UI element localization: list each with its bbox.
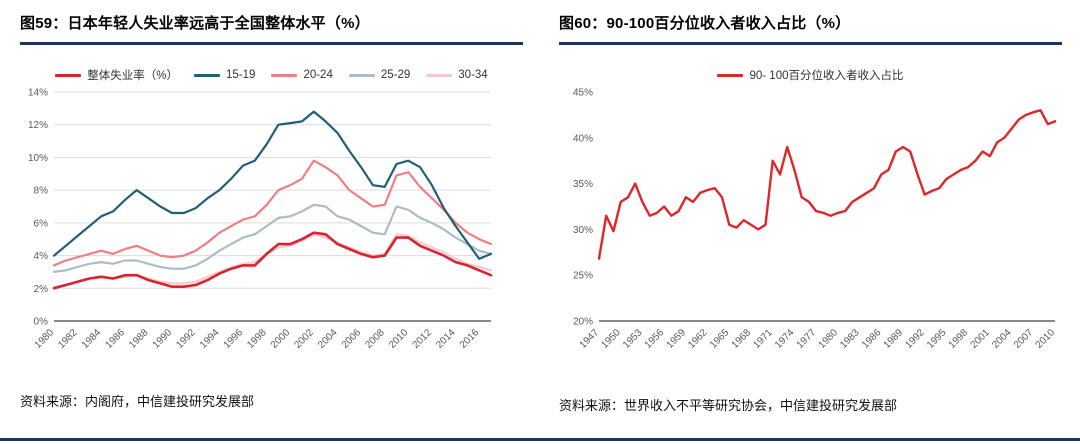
svg-text:1989: 1989 [882, 327, 906, 351]
legend-label: 90- 100百分位收入者收入占比 [749, 70, 904, 82]
source-note: 资料来源：内阁府，中信建投研究发展部 [20, 394, 255, 409]
svg-text:1992: 1992 [903, 327, 927, 351]
chart-panel-right: 图60：90-100百分位收入者收入占比（%） 90- 100百分位收入者收入占… [559, 12, 1062, 444]
legend-item: 30-34 [426, 69, 488, 81]
svg-text:1995: 1995 [925, 327, 949, 351]
svg-text:2004: 2004 [990, 327, 1014, 351]
svg-text:1988: 1988 [127, 327, 151, 351]
svg-text:1980: 1980 [817, 327, 841, 351]
svg-text:0%: 0% [34, 317, 49, 328]
svg-text:1959: 1959 [665, 327, 689, 351]
svg-text:2002: 2002 [292, 327, 316, 351]
svg-text:2000: 2000 [269, 327, 293, 351]
legend-label: 30-34 [458, 69, 488, 81]
legend-label: 整体失业率（%） [87, 70, 179, 82]
chart-legend: 90- 100百分位收入者收入占比 [559, 67, 1062, 83]
svg-text:8%: 8% [34, 186, 49, 197]
legend-item: 90- 100百分位收入者收入占比 [717, 67, 904, 83]
legend-item: 20-24 [271, 69, 333, 81]
svg-text:2007: 2007 [1012, 327, 1036, 351]
svg-text:25%: 25% [573, 271, 593, 282]
svg-text:2%: 2% [34, 284, 49, 295]
svg-text:10%: 10% [28, 153, 48, 164]
svg-text:40%: 40% [573, 133, 593, 144]
svg-text:4%: 4% [34, 251, 49, 262]
svg-text:1974: 1974 [773, 327, 797, 351]
svg-text:45%: 45% [573, 88, 593, 99]
legend-item: 整体失业率（%） [55, 67, 178, 83]
svg-text:1982: 1982 [56, 327, 80, 351]
svg-text:20%: 20% [573, 317, 593, 328]
svg-text:2001: 2001 [969, 327, 993, 351]
svg-text:1953: 1953 [621, 327, 645, 351]
legend-label: 20-24 [303, 69, 333, 81]
svg-text:2008: 2008 [363, 327, 387, 351]
svg-text:1984: 1984 [80, 327, 104, 351]
chart-panel-left: 图59：日本年轻人失业率远高于全国整体水平（%） 整体失业率（%） 15-19 20… [20, 12, 523, 444]
legend-line-swatch [55, 73, 82, 77]
svg-text:2014: 2014 [434, 327, 458, 351]
svg-text:1968: 1968 [730, 327, 754, 351]
svg-text:1994: 1994 [198, 327, 222, 351]
svg-text:1998: 1998 [947, 327, 971, 351]
chart-title-59: 图59：日本年轻人失业率远高于全国整体水平（%） [20, 15, 370, 32]
svg-text:1990: 1990 [151, 327, 175, 351]
svg-text:2012: 2012 [411, 327, 435, 351]
svg-text:1947: 1947 [578, 327, 602, 351]
line-chart-unemployment: 0%2%4%6%8%10%12%14%1980 1982 1984 1986 1988 1… [28, 88, 493, 351]
legend-line-swatch [348, 73, 375, 77]
svg-text:1956: 1956 [643, 327, 667, 351]
svg-text:1996: 1996 [222, 327, 246, 351]
svg-text:2016: 2016 [458, 327, 482, 351]
title-underline [559, 42, 1062, 45]
svg-text:2006: 2006 [340, 327, 364, 351]
legend-label: 25-29 [380, 69, 411, 81]
chart-title-60: 图60：90-100百分位收入者收入占比（%） [559, 15, 851, 32]
svg-text:6%: 6% [34, 218, 49, 229]
source-note: 资料来源：世界收入不平等研究协会，中信建投研究发展部 [559, 398, 898, 413]
svg-text:1986: 1986 [104, 327, 128, 351]
svg-text:1965: 1965 [708, 327, 732, 351]
legend-line-swatch [717, 73, 744, 77]
svg-text:1962: 1962 [686, 327, 710, 351]
bottom-divider [0, 438, 1080, 441]
svg-text:14%: 14% [28, 88, 48, 99]
svg-text:2010: 2010 [1034, 327, 1058, 351]
legend-line-swatch [194, 73, 221, 77]
svg-text:1977: 1977 [795, 327, 819, 351]
legend-line-swatch [271, 73, 298, 77]
line-chart-income-share: 20%25%30%35%40%45%1947195019531956195919… [573, 88, 1058, 351]
svg-text:30%: 30% [573, 225, 593, 236]
legend-item: 25-29 [348, 69, 411, 81]
legend-line-swatch [426, 73, 453, 77]
svg-text:12%: 12% [28, 120, 48, 131]
svg-text:1992: 1992 [174, 327, 198, 351]
svg-text:35%: 35% [573, 179, 593, 190]
svg-text:1998: 1998 [245, 327, 269, 351]
chart-legend: 整体失业率（%） 15-19 20-24 25-29 30-34 [20, 67, 523, 83]
svg-text:2010: 2010 [387, 327, 411, 351]
legend-label: 15-19 [226, 69, 256, 81]
svg-text:1983: 1983 [838, 327, 862, 351]
svg-text:1971: 1971 [751, 327, 775, 351]
title-underline [20, 42, 523, 45]
svg-text:2004: 2004 [316, 327, 340, 351]
legend-item: 15-19 [194, 69, 255, 81]
svg-text:1986: 1986 [860, 327, 884, 351]
svg-text:1980: 1980 [33, 327, 57, 351]
svg-text:1950: 1950 [599, 327, 623, 351]
